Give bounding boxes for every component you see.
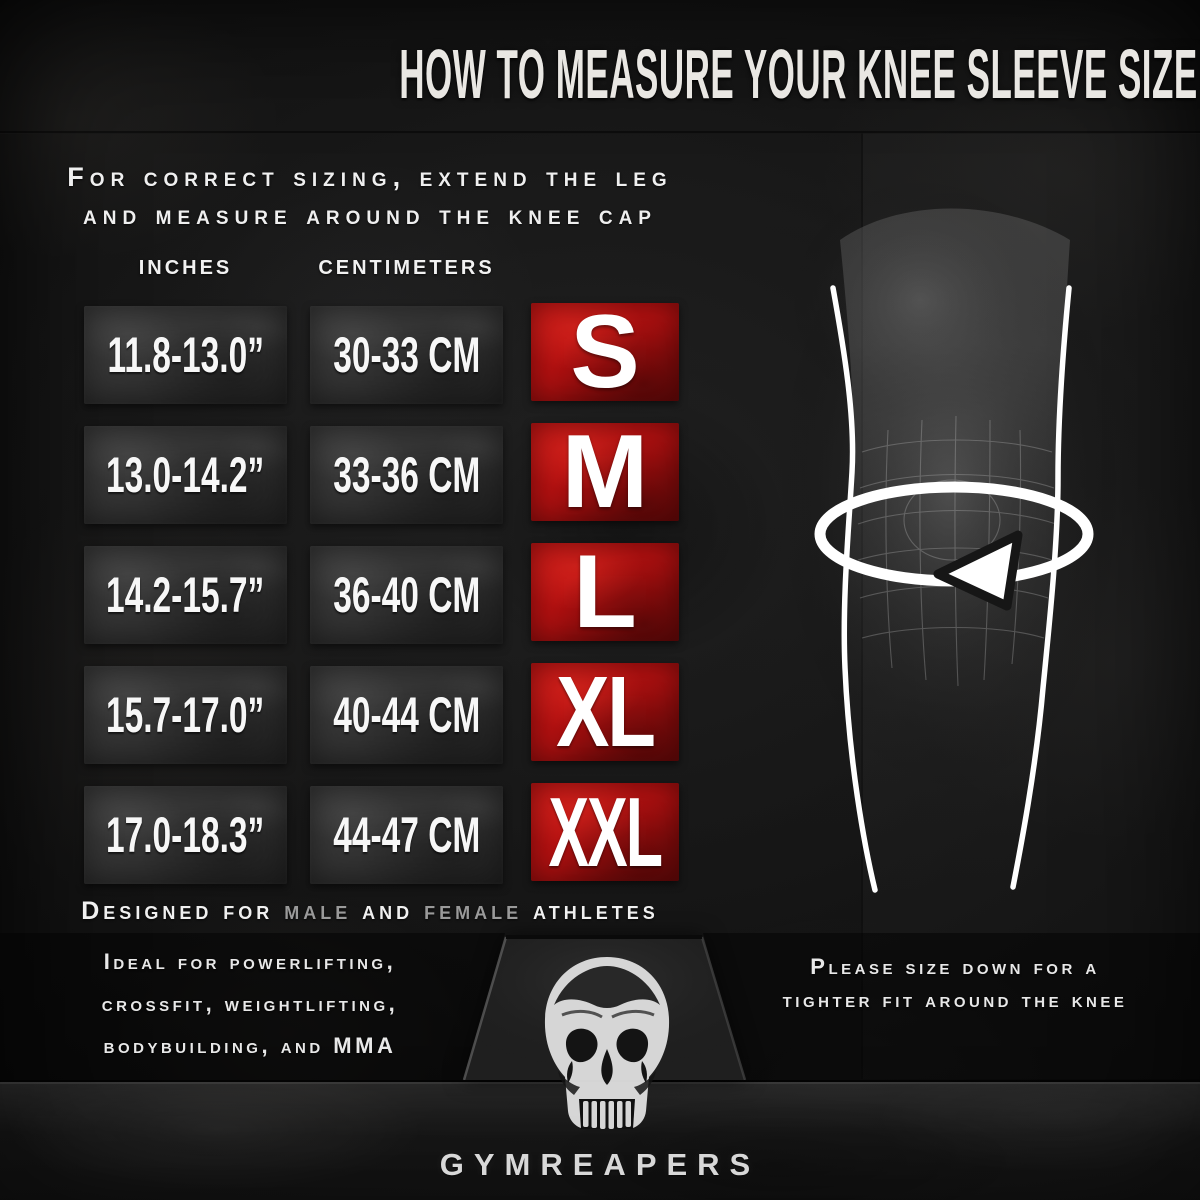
inches-cell: 15.7-17.0” — [84, 666, 287, 764]
page-title-text: HOW TO MEASURE YOUR KNEE SLEEVE SIZE — [399, 35, 1198, 113]
title-band-seam — [0, 131, 1200, 134]
designed-for-female: female — [424, 897, 523, 925]
cm-cell: 40-44 CM — [310, 666, 503, 764]
inches-cell: 13.0-14.2” — [84, 426, 287, 524]
sizing-instructions: For correct sizing, extend the leg and m… — [0, 158, 740, 234]
footer-left-panel — [0, 933, 505, 1080]
inches-cell: 17.0-18.3” — [84, 786, 287, 884]
cm-cell: 30-33 CM — [310, 306, 503, 404]
inches-value: 17.0-18.3” — [106, 807, 265, 863]
designed-for-and: and — [351, 897, 425, 925]
leg-silhouette — [840, 208, 1070, 890]
column-header-inches: inches — [138, 249, 233, 281]
size-badge-letter: XL — [556, 655, 656, 768]
page-title: HOW TO MEASURE YOUR KNEE SLEEVE SIZE — [0, 34, 1200, 114]
size-badge-letter: S — [570, 293, 640, 410]
designed-for-line: Designed for male and female athletes — [0, 897, 740, 926]
size-badge-letter: L — [573, 533, 637, 650]
size-badge-letter: M — [561, 413, 649, 530]
size-badge-m: M — [531, 414, 679, 530]
cm-value: 36-40 CM — [332, 567, 481, 623]
ideal-for-line-2: crossfit, weightlifting, — [101, 991, 399, 1016]
cm-value: 44-47 CM — [332, 807, 481, 863]
inches-value: 15.7-17.0” — [106, 687, 265, 743]
leg-outline-right — [1010, 285, 1072, 890]
knee-measurement-illustration — [775, 175, 1125, 893]
instruction-line-1: For correct sizing, extend the leg — [67, 162, 673, 192]
size-badge-xxl: XXL — [531, 777, 679, 887]
cm-value: 40-44 CM — [332, 687, 481, 743]
measuring-arrowhead-icon — [933, 530, 1023, 611]
designed-for-prefix: Designed for — [81, 897, 285, 925]
inches-cell: 14.2-15.7” — [84, 546, 287, 644]
cm-cell: 36-40 CM — [310, 546, 503, 644]
cm-value: 33-36 CM — [332, 447, 481, 503]
cm-cell: 33-36 CM — [310, 426, 503, 524]
inches-value: 13.0-14.2” — [106, 447, 265, 503]
size-badge-s: S — [531, 294, 679, 410]
cm-value: 30-33 CM — [332, 327, 481, 383]
footer-right-panel — [703, 933, 1200, 1080]
inches-value: 11.8-13.0” — [107, 327, 264, 383]
ideal-for-text: Ideal for powerlifting, crossfit, weight… — [40, 941, 460, 1067]
cm-cell: 44-47 CM — [310, 786, 503, 884]
designed-for-suffix: athletes — [522, 897, 659, 925]
leg-outline-left — [830, 285, 878, 893]
ideal-for-line-3: bodybuilding, and MMA — [103, 1033, 397, 1058]
size-down-line-2: tighter fit around the knee — [782, 987, 1128, 1012]
inches-cell: 11.8-13.0” — [84, 306, 287, 404]
ideal-for-line-1: Ideal for powerlifting, — [103, 949, 397, 974]
size-badge-xl: XL — [531, 656, 679, 768]
size-down-line-1: Please size down for a — [810, 954, 1100, 979]
inches-value: 14.2-15.7” — [106, 567, 265, 623]
brand-wordmark: GYMREAPERS — [439, 1147, 761, 1182]
size-down-note: Please size down for a tighter fit aroun… — [745, 950, 1165, 1016]
size-badge-l: L — [531, 534, 679, 650]
instruction-line-2: and measure around the knee cap — [83, 200, 657, 230]
column-header-centimeters: centimeters — [318, 249, 495, 281]
designed-for-male: male — [284, 897, 352, 925]
skull-logo-icon — [544, 957, 670, 1129]
size-badge-letter: XXL — [548, 776, 663, 887]
